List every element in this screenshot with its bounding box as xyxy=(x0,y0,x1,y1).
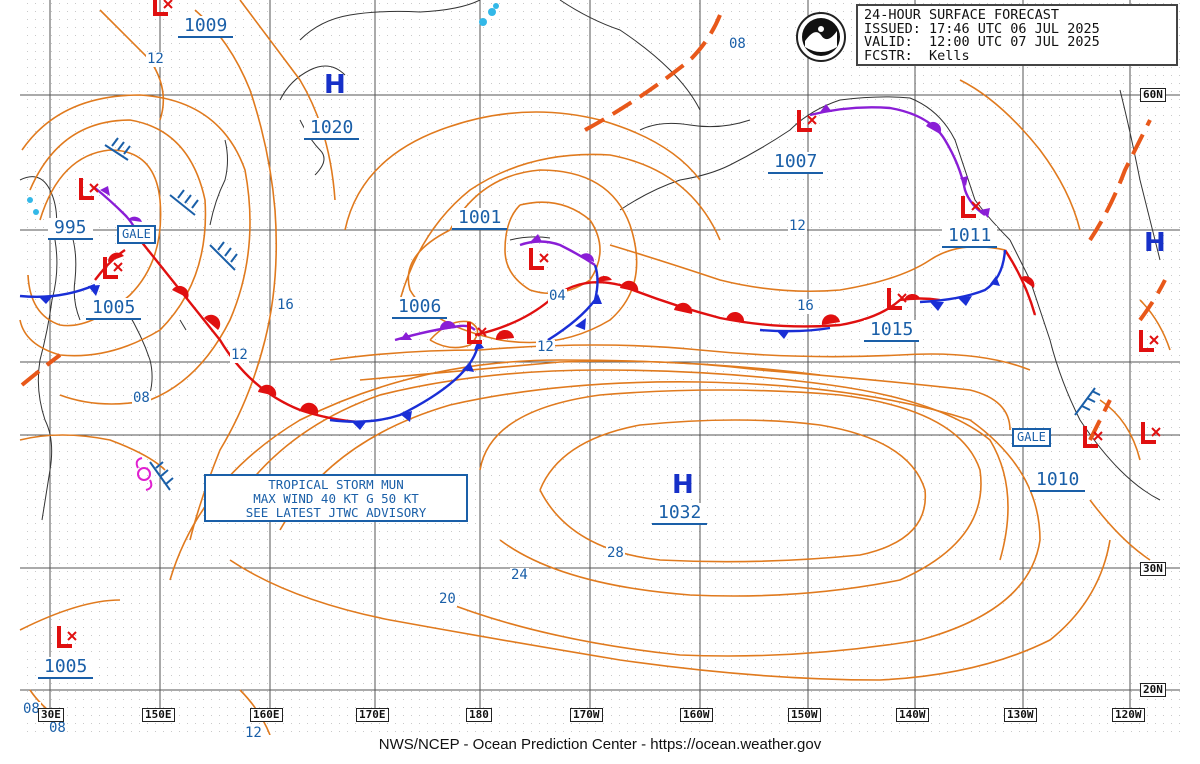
high-symbol: H xyxy=(1144,228,1166,258)
longitude-label: 150E xyxy=(142,708,175,722)
warm-front-bumps xyxy=(107,252,1035,414)
isobar-label: 20 xyxy=(438,591,457,607)
isobar-label: 12 xyxy=(536,339,555,355)
low-pressure-icon xyxy=(961,196,981,218)
isobar-label: 12 xyxy=(146,51,165,67)
isobar-label: 12 xyxy=(244,725,263,741)
tropical-storm-icon xyxy=(135,457,153,491)
latitude-label: 20N xyxy=(1140,683,1166,697)
longitude-label: 180 xyxy=(466,708,492,722)
low-pressure-icon xyxy=(1083,426,1103,448)
storm-advisory-note: SEE LATEST JTWC ADVISORY xyxy=(245,505,427,520)
isobar-label: 16 xyxy=(796,298,815,314)
header-forecaster: FCSTR: Kells xyxy=(864,47,970,64)
low-pressure-icon xyxy=(103,257,123,279)
pressure-label: 995 xyxy=(48,218,93,240)
longitude-label: 170E xyxy=(356,708,389,722)
isobar-label: 12 xyxy=(788,218,807,234)
pressure-label: 1006 xyxy=(392,297,448,319)
high-symbol: H xyxy=(672,470,694,500)
header-title: 24-HOUR SURFACE FORECAST xyxy=(864,7,1060,23)
pressure-label: 1010 xyxy=(1030,470,1086,492)
pressure-label: 1020 xyxy=(304,118,360,140)
low-pressure-icon xyxy=(1141,422,1161,444)
longitude-label: 130W xyxy=(1004,708,1037,722)
pressure-label: 1009 xyxy=(178,16,234,38)
header-issued: ISSUED: 17:46 UTC 06 JUL 2025 xyxy=(864,20,1100,37)
isobars xyxy=(19,0,1171,735)
pressure-label: 1032 xyxy=(652,503,708,525)
longitude-label: 30E xyxy=(38,708,64,722)
longitude-label: 160E xyxy=(250,708,283,722)
low-pressure-icon xyxy=(529,248,549,270)
low-pressure-icon xyxy=(57,626,77,648)
isobar-label: 16 xyxy=(276,297,295,313)
noaa-logo xyxy=(796,12,846,62)
isobar-label: 08 xyxy=(22,701,41,717)
pressure-label: 1007 xyxy=(768,152,824,174)
latitude-label: 30N xyxy=(1140,562,1166,576)
troughs xyxy=(20,14,1167,441)
isobar-label: 28 xyxy=(606,545,625,561)
pressure-label: 1015 xyxy=(864,320,920,342)
longitude-label: 160W xyxy=(680,708,713,722)
low-pressure-icon xyxy=(153,0,173,16)
header-valid: VALID: 12:00 UTC 07 JUL 2025 xyxy=(864,34,1100,50)
gale-warning-label: GALE xyxy=(117,225,156,244)
longitude-label: 170W xyxy=(570,708,603,722)
pressure-label: 1011 xyxy=(942,226,998,248)
wind-barbs xyxy=(104,137,1101,491)
isobar-label: 04 xyxy=(548,288,567,304)
pressure-label: 1001 xyxy=(452,208,508,230)
surface-forecast-map xyxy=(19,0,1180,735)
ice-markers xyxy=(27,3,499,215)
forecast-header: 24-HOUR SURFACE FORECAST ISSUED: 17:46 U… xyxy=(856,4,1178,66)
ocean-dot-grid xyxy=(20,0,1180,735)
latitude-label: 60N xyxy=(1140,88,1166,102)
longitude-label: 120W xyxy=(1112,708,1145,722)
low-pressure-icon xyxy=(467,322,487,344)
low-pressure-icon xyxy=(1139,330,1159,352)
high-symbol: H xyxy=(324,70,346,100)
isobar-label: 08 xyxy=(48,720,67,736)
tropical-storm-advisory: TROPICAL STORM MUN MAX WIND 40 KT G 50 K… xyxy=(204,474,468,522)
coastlines xyxy=(19,0,1161,521)
low-pressure-icon xyxy=(887,288,907,310)
longitude-label: 150W xyxy=(788,708,821,722)
storm-wind: MAX WIND 40 KT G 50 KT xyxy=(253,491,419,506)
isobar-label: 12 xyxy=(230,347,249,363)
isobar-label: 08 xyxy=(132,390,151,406)
pressure-label: 1005 xyxy=(38,657,94,679)
cold-front-barbs xyxy=(38,276,1000,430)
longitude-label: 140W xyxy=(896,708,929,722)
pressure-label: 1005 xyxy=(86,298,142,320)
low-pressure-icon xyxy=(797,110,817,132)
footer-credit: NWS/NCEP - Ocean Prediction Center - htt… xyxy=(378,736,822,753)
isobar-label: 24 xyxy=(510,567,529,583)
gale-warning-label: GALE xyxy=(1012,428,1051,447)
low-pressure-icon xyxy=(79,178,99,200)
isobar-label: 08 xyxy=(728,36,747,52)
occluded-front-symbols xyxy=(100,104,990,340)
storm-name: TROPICAL STORM MUN xyxy=(268,477,404,492)
